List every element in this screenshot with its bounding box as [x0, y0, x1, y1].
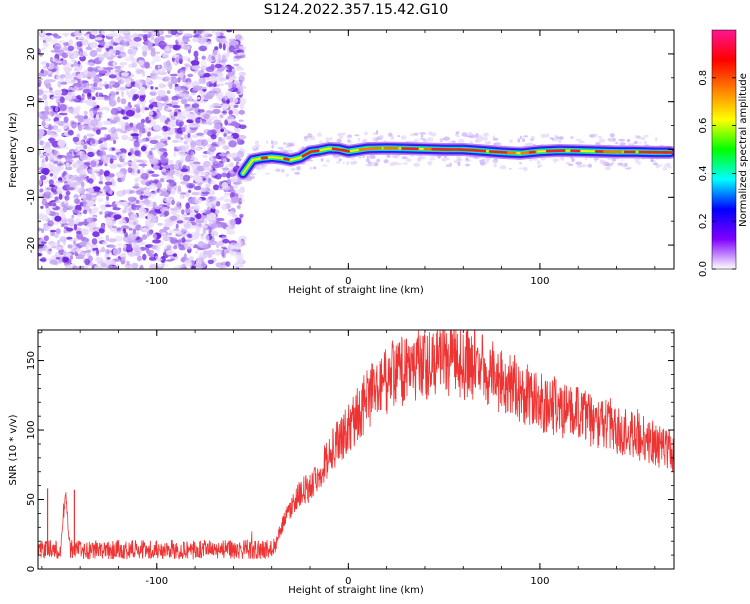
- figure-title: S124.2022.357.15.42.G10: [264, 2, 449, 18]
- colorbar: 0.0 0.2 0.4 0.6 0.8 Normalized spectral ampl…: [698, 30, 749, 277]
- spectrogram-y-tick-label: 0: [26, 146, 37, 152]
- snr-x-tick-label: 100: [530, 576, 549, 587]
- spectrogram-y-tick-label: 10: [26, 95, 37, 108]
- snr-y-axis-label: SNR (10 * v/v): [8, 414, 19, 485]
- snr-x-axis-label: Height of straight line (km): [288, 585, 424, 596]
- snr-y-tick-label: 100: [26, 420, 37, 439]
- snr-x-tick-label: -100: [145, 576, 168, 587]
- spectrogram-x-tick-label: -100: [145, 276, 168, 287]
- colorbar-tick-label: 0.2: [698, 213, 709, 229]
- snr-y-tick-label: 50: [26, 493, 37, 506]
- spectrogram-y-axis-label: Frequency (Hz): [8, 112, 19, 188]
- snr-series-line: [38, 293, 674, 559]
- spectrogram-content: [34, 27, 672, 272]
- spectrogram-y-tick-label: -20: [26, 237, 37, 253]
- spectrogram-x-axis-label: Height of straight line (km): [288, 285, 424, 296]
- colorbar-label: Normalized spectral amplitude: [738, 73, 749, 227]
- snr-y-tick-label: 150: [26, 351, 37, 370]
- spectrogram-y-tick-label: 20: [26, 48, 37, 61]
- snr-content: [38, 293, 674, 559]
- spectrogram-y-tick-label: -10: [26, 189, 37, 205]
- colorbar-tick-label: 0.8: [698, 70, 709, 86]
- colorbar-tick-label: 0.6: [698, 118, 709, 134]
- noise-region: [34, 27, 247, 272]
- snr-y-tick-label: 0: [26, 566, 37, 572]
- colorbar-gradient: [712, 30, 736, 269]
- spectrogram-x-tick-label: 100: [530, 276, 549, 287]
- colorbar-tick-label: 0.0: [698, 261, 709, 277]
- colorbar-tick-label: 0.4: [698, 165, 709, 181]
- snr-frame: [38, 330, 674, 569]
